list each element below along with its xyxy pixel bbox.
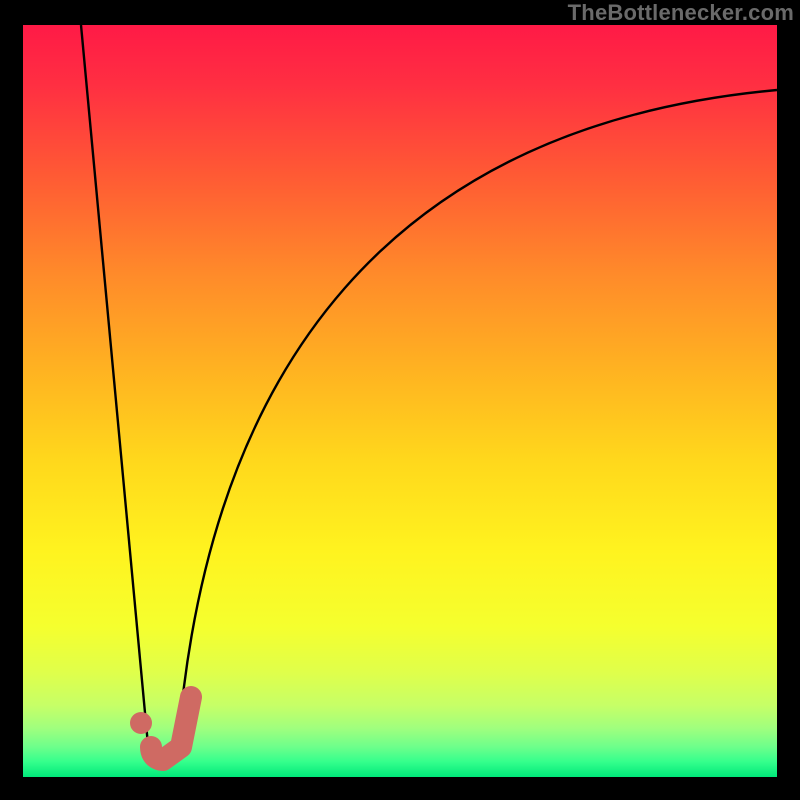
stage: TheBottlenecker.com xyxy=(0,0,800,800)
curve-layer xyxy=(23,25,777,777)
optimal-marker-dot xyxy=(130,712,152,734)
optimal-marker-hook xyxy=(151,697,191,760)
plot-area xyxy=(23,25,777,777)
watermark-text: TheBottlenecker.com xyxy=(568,0,794,26)
bottleneck-curve-left xyxy=(81,25,148,745)
bottleneck-curve-right xyxy=(178,90,777,745)
